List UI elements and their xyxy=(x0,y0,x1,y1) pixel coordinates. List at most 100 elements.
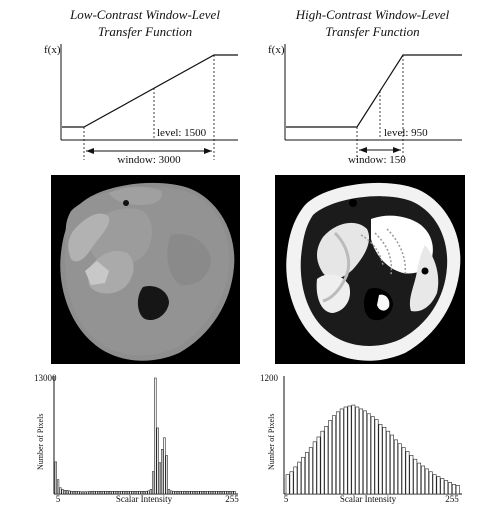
left-hist-bar xyxy=(96,491,98,494)
right-hist-x-label: Scalar Intensity xyxy=(340,494,397,504)
right-hist-bar xyxy=(441,479,444,494)
right-hist-y-max: 1200 xyxy=(260,373,279,383)
left-hist-bar xyxy=(193,491,195,494)
left-transfer-function: f(x) level: 1500 window: 3000 xyxy=(44,44,238,166)
left-hist-bar xyxy=(66,490,68,494)
right-hist-bar xyxy=(383,427,386,494)
left-hist-bar xyxy=(62,490,64,494)
left-hist-x-label: Scalar Intensity xyxy=(116,494,173,504)
left-hist-bar xyxy=(69,491,71,494)
left-hist-bar xyxy=(173,491,175,494)
left-hist-bar xyxy=(218,491,220,494)
left-hist-bar xyxy=(170,491,172,494)
left-hist-bar xyxy=(114,491,116,494)
left-hist-bar xyxy=(107,491,109,494)
left-hist-bar xyxy=(116,491,118,494)
left-hist-bar xyxy=(207,491,209,494)
left-hist-bar xyxy=(91,491,93,494)
right-hist-bar xyxy=(344,407,347,494)
left-hist-bar xyxy=(231,491,233,494)
right-hist-bar xyxy=(387,431,390,494)
right-hist-bar xyxy=(363,411,366,494)
right-ct-image xyxy=(275,175,465,364)
left-hist-bar xyxy=(89,491,91,494)
right-hist-bar xyxy=(448,482,451,494)
left-hist-bar xyxy=(121,491,123,494)
right-hist-bar xyxy=(402,448,405,494)
right-hist-bar xyxy=(290,472,293,494)
right-hist-bar xyxy=(301,457,304,494)
left-hist-bar xyxy=(73,491,75,494)
left-ct-image xyxy=(51,175,240,364)
right-hist-bar xyxy=(406,451,409,494)
left-transfer-curve xyxy=(62,55,238,127)
left-hist-bar xyxy=(130,491,132,494)
left-hist-bar xyxy=(168,490,170,494)
left-hist-bar xyxy=(188,491,190,494)
right-hist-bar xyxy=(429,472,432,494)
right-hist-bar xyxy=(433,475,436,494)
left-hist-bar xyxy=(60,488,62,494)
right-hist-x-max: 255 xyxy=(445,494,459,504)
left-hist-x-min: 5 xyxy=(56,494,61,504)
left-hist-bar xyxy=(55,462,57,494)
right-hist-bar xyxy=(309,448,312,494)
left-hist-bar xyxy=(220,491,222,494)
left-hist-bar xyxy=(200,491,202,494)
right-hist-bar xyxy=(305,452,308,494)
right-hist-bar xyxy=(359,409,362,494)
left-hist-bar xyxy=(112,491,114,494)
left-window-label: window: 3000 xyxy=(117,154,181,166)
left-hist-bar xyxy=(82,492,84,494)
left-hist-bar xyxy=(146,491,148,494)
left-hist-bar xyxy=(186,491,188,494)
left-hist-bar xyxy=(71,491,73,494)
right-hist-bar xyxy=(456,485,459,494)
left-hist-bar xyxy=(132,491,134,494)
left-hist-bar xyxy=(177,491,179,494)
left-hist-bar xyxy=(164,438,166,494)
right-hist-bar xyxy=(298,462,301,494)
right-hist-x-min: 5 xyxy=(284,494,289,504)
left-hist-bar xyxy=(227,491,229,494)
right-hist-bar xyxy=(321,431,324,494)
left-hist-bar xyxy=(57,480,59,494)
right-hist-bar xyxy=(379,424,382,494)
right-hist-bar xyxy=(325,426,328,494)
left-hist-bar xyxy=(225,491,227,494)
left-hist-bars xyxy=(55,378,235,494)
left-hist-bar xyxy=(161,449,163,494)
left-fx-label: f(x) xyxy=(44,44,61,56)
left-hist-bar xyxy=(159,463,161,494)
right-hist-bar xyxy=(445,480,448,494)
right-hist-y-label: Number of Pixels xyxy=(267,414,276,470)
transfer-functions: f(x) level: 1500 window: 3000 f(x) level… xyxy=(0,0,481,175)
left-hist-bar xyxy=(166,456,168,494)
right-histogram: 1200 Number of Pixels 5 255 Scalar Inten… xyxy=(260,373,462,504)
left-hist-bar xyxy=(191,491,193,494)
left-hist-bar xyxy=(127,491,129,494)
right-hist-bar xyxy=(329,421,332,494)
right-fx-label: f(x) xyxy=(268,44,285,56)
left-hist-bar xyxy=(123,491,125,494)
left-hist-bar xyxy=(118,491,120,494)
right-hist-bar xyxy=(336,412,339,494)
right-transfer-function: f(x) level: 950 window: 150 xyxy=(268,44,462,166)
left-hist-bar xyxy=(184,491,186,494)
left-hist-bar xyxy=(157,428,159,494)
right-hist-bar xyxy=(375,420,378,494)
right-hist-bar xyxy=(394,440,397,494)
right-hist-bar xyxy=(398,444,401,494)
left-hist-bar xyxy=(229,491,231,494)
left-hist-bar xyxy=(234,491,236,494)
left-hist-bar xyxy=(209,491,211,494)
left-hist-bar xyxy=(182,491,184,494)
left-hist-bar xyxy=(136,491,138,494)
right-ct-scan xyxy=(275,175,465,364)
left-hist-bar xyxy=(84,492,86,494)
right-hist-bar xyxy=(410,455,413,494)
left-hist-bar xyxy=(80,492,82,494)
left-hist-x-max: 255 xyxy=(225,494,239,504)
left-ct-scan xyxy=(51,175,240,364)
left-hist-bar xyxy=(141,491,143,494)
